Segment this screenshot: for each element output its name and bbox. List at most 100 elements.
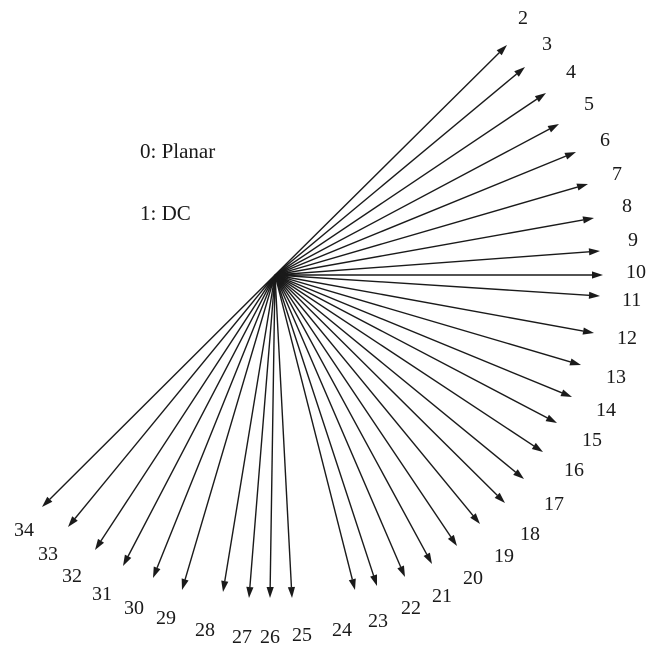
mode-arrowhead-27 xyxy=(246,586,254,598)
mode-arrow-34 xyxy=(49,274,276,500)
mode-label-32: 32 xyxy=(62,565,82,587)
mode-label-21: 21 xyxy=(432,585,452,607)
mode-arrow-12 xyxy=(274,274,584,332)
mode-arrowhead-28 xyxy=(221,580,229,592)
mode-arrowhead-34 xyxy=(42,496,53,507)
mode-arrowhead-21 xyxy=(423,552,432,564)
mode-arrow-20 xyxy=(274,274,452,538)
mode-arrowhead-33 xyxy=(68,516,78,527)
mode-label-25: 25 xyxy=(292,624,312,646)
mode-arrow-26 xyxy=(269,274,276,588)
mode-label-24: 24 xyxy=(332,619,352,641)
mode-arrowhead-6 xyxy=(564,152,576,160)
mode-arrow-22 xyxy=(274,274,402,568)
mode-arrowhead-29 xyxy=(181,578,189,590)
mode-arrowhead-20 xyxy=(447,534,457,546)
mode-arrowhead-25 xyxy=(287,586,296,598)
mode-arrowhead-3 xyxy=(514,67,525,77)
mode-label-15: 15 xyxy=(582,429,602,451)
mode-label-2: 2 xyxy=(518,7,528,29)
mode-arrowhead-22 xyxy=(397,565,405,577)
mode-label-28: 28 xyxy=(195,619,215,641)
mode-arrowhead-30 xyxy=(153,566,161,578)
mode-label-16: 16 xyxy=(564,459,584,481)
mode-label-33: 33 xyxy=(38,543,58,565)
mode-arrows: 2345678910111213141516171819202122232425… xyxy=(14,7,646,648)
mode-arrow-17 xyxy=(274,274,516,473)
mode-arrowhead-32 xyxy=(95,538,105,550)
mode-arrow-28 xyxy=(224,274,276,582)
mode-arrowhead-19 xyxy=(470,513,480,524)
mode-arrowhead-9 xyxy=(588,248,600,256)
mode-label-26: 26 xyxy=(260,626,280,648)
mode-label-13: 13 xyxy=(606,366,626,388)
mode-label-23: 23 xyxy=(368,610,388,632)
mode-arrow-32 xyxy=(100,274,276,542)
mode-arrow-25 xyxy=(274,274,293,588)
mode-label-34: 34 xyxy=(14,519,34,541)
mode-label-7: 7 xyxy=(612,163,622,185)
mode-arrowhead-8 xyxy=(582,216,594,224)
mode-label-3: 3 xyxy=(542,33,552,55)
mode-label-17: 17 xyxy=(544,493,564,515)
mode-arrowhead-2 xyxy=(496,45,507,56)
mode-arrowhead-12 xyxy=(582,327,594,335)
mode-arrowhead-15 xyxy=(545,414,557,423)
mode-arrow-19 xyxy=(274,274,474,516)
mode-arrow-21 xyxy=(274,274,428,555)
legend-planar: 0: Planar xyxy=(140,139,215,163)
mode-arrow-29 xyxy=(184,274,276,580)
mode-arrow-14 xyxy=(274,274,563,394)
mode-arrowhead-10 xyxy=(592,271,603,279)
mode-arrow-6 xyxy=(274,155,567,276)
mode-label-29: 29 xyxy=(156,607,176,629)
mode-arrow-27 xyxy=(249,274,276,588)
mode-arrowhead-7 xyxy=(576,183,588,191)
mode-arrow-23 xyxy=(274,274,375,576)
mode-arrowhead-26 xyxy=(266,586,274,598)
mode-arrow-5 xyxy=(274,128,550,276)
mode-label-20: 20 xyxy=(463,567,483,589)
mode-label-18: 18 xyxy=(520,523,540,545)
mode-label-31: 31 xyxy=(92,583,112,605)
mode-label-19: 19 xyxy=(494,545,514,567)
mode-arrow-7 xyxy=(274,186,578,276)
legend-dc: 1: DC xyxy=(140,201,191,225)
mode-arrowhead-14 xyxy=(560,389,572,397)
mode-label-22: 22 xyxy=(401,597,421,619)
mode-label-5: 5 xyxy=(584,93,594,115)
mode-label-10: 10 xyxy=(626,261,646,283)
mode-arrow-2 xyxy=(274,52,500,276)
mode-arrowhead-17 xyxy=(513,469,524,479)
mode-label-30: 30 xyxy=(124,597,144,619)
mode-arrowhead-24 xyxy=(348,578,356,590)
mode-label-11: 11 xyxy=(622,289,641,311)
mode-arrow-3 xyxy=(274,73,517,276)
mode-arrowhead-11 xyxy=(588,291,600,299)
mode-arrow-16 xyxy=(274,274,535,447)
mode-arrow-31 xyxy=(127,274,276,557)
mode-arrow-13 xyxy=(274,274,571,363)
mode-arrow-15 xyxy=(274,274,548,419)
mode-label-12: 12 xyxy=(617,327,637,349)
mode-label-6: 6 xyxy=(600,129,610,151)
mode-arrowhead-18 xyxy=(494,492,505,503)
mode-arrowhead-13 xyxy=(569,358,581,366)
mode-label-4: 4 xyxy=(566,61,576,83)
mode-arrowhead-31 xyxy=(123,554,132,566)
mode-arrowhead-4 xyxy=(534,93,546,103)
mode-label-8: 8 xyxy=(622,195,632,217)
mode-label-14: 14 xyxy=(596,399,616,421)
mode-arrow-4 xyxy=(274,98,538,276)
mode-arrow-8 xyxy=(274,219,584,276)
mode-arrowhead-23 xyxy=(370,574,377,586)
mode-arrow-30 xyxy=(156,274,276,569)
mode-label-27: 27 xyxy=(232,626,252,648)
mode-arrow-33 xyxy=(74,274,276,519)
mode-arrow-9 xyxy=(274,251,590,276)
mode-arrow-11 xyxy=(274,274,590,296)
mode-arrow-18 xyxy=(274,274,498,496)
mode-arrowhead-16 xyxy=(531,442,543,452)
mode-label-9: 9 xyxy=(628,229,638,251)
